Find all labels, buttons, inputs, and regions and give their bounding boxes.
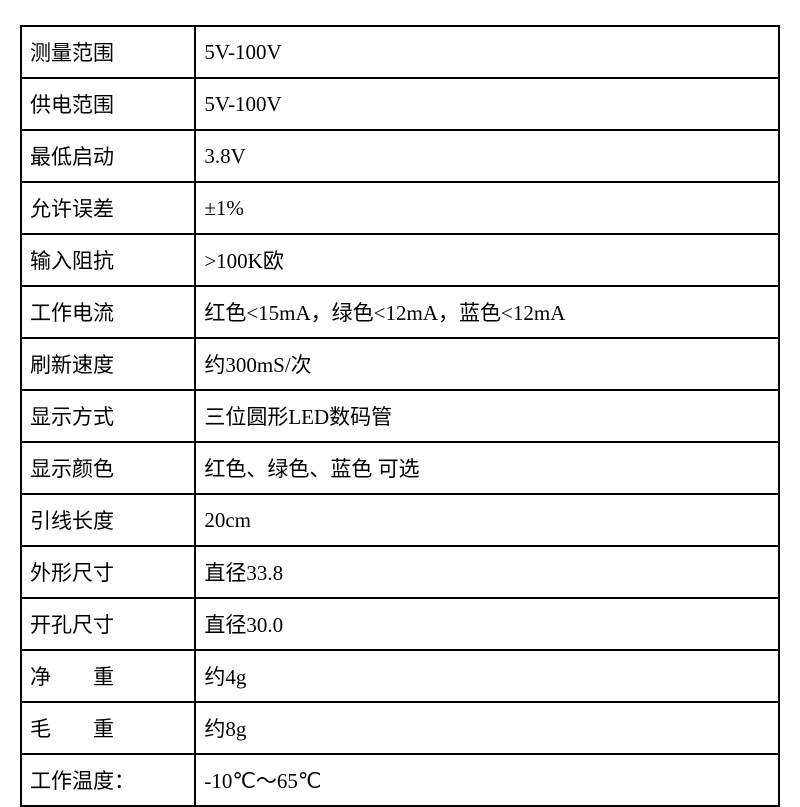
spec-value: 5V-100V [195, 26, 779, 78]
spec-label: 显示颜色 [21, 442, 195, 494]
spec-label: 工作电流 [21, 286, 195, 338]
table-row: 开孔尺寸 直径30.0 [21, 598, 779, 650]
spec-label: 供电范围 [21, 78, 195, 130]
table-row: 引线长度 20cm [21, 494, 779, 546]
spec-value: 直径33.8 [195, 546, 779, 598]
table-row: 工作温度： -10℃～65℃ [21, 754, 779, 806]
table-row: 显示颜色 红色、绿色、蓝色 可选 [21, 442, 779, 494]
spec-label: 毛 重 [21, 702, 195, 754]
spec-value: 红色、绿色、蓝色 可选 [195, 442, 779, 494]
table-row: 允许误差 ±1% [21, 182, 779, 234]
table-row: 刷新速度 约300mS/次 [21, 338, 779, 390]
spec-label: 外形尺寸 [21, 546, 195, 598]
spec-value: 约300mS/次 [195, 338, 779, 390]
spec-value: ±1% [195, 182, 779, 234]
spec-value: 红色<15mA，绿色<12mA，蓝色<12mA [195, 286, 779, 338]
spec-value: 20cm [195, 494, 779, 546]
table-row: 测量范围 5V-100V [21, 26, 779, 78]
table-row: 外形尺寸 直径33.8 [21, 546, 779, 598]
spec-value: 5V-100V [195, 78, 779, 130]
spec-label: 测量范围 [21, 26, 195, 78]
table-row: 工作电流 红色<15mA，绿色<12mA，蓝色<12mA [21, 286, 779, 338]
spec-value: 约8g [195, 702, 779, 754]
table-row: 净 重 约4g [21, 650, 779, 702]
table-row: 供电范围 5V-100V [21, 78, 779, 130]
spec-table: 测量范围 5V-100V 供电范围 5V-100V 最低启动 3.8V 允许误差… [20, 25, 780, 807]
spec-label: 允许误差 [21, 182, 195, 234]
table-row: 显示方式 三位圆形LED数码管 [21, 390, 779, 442]
spec-value: >100K欧 [195, 234, 779, 286]
spec-value: 约4g [195, 650, 779, 702]
spec-label: 引线长度 [21, 494, 195, 546]
table-row: 毛 重 约8g [21, 702, 779, 754]
spec-label: 工作温度： [21, 754, 195, 806]
spec-label: 输入阻抗 [21, 234, 195, 286]
spec-value: -10℃～65℃ [195, 754, 779, 806]
table-row: 输入阻抗 >100K欧 [21, 234, 779, 286]
spec-value: 直径30.0 [195, 598, 779, 650]
spec-table-body: 测量范围 5V-100V 供电范围 5V-100V 最低启动 3.8V 允许误差… [21, 26, 779, 806]
spec-label: 刷新速度 [21, 338, 195, 390]
spec-value: 3.8V [195, 130, 779, 182]
spec-value: 三位圆形LED数码管 [195, 390, 779, 442]
spec-label: 最低启动 [21, 130, 195, 182]
spec-label: 开孔尺寸 [21, 598, 195, 650]
spec-label: 净 重 [21, 650, 195, 702]
spec-label: 显示方式 [21, 390, 195, 442]
table-row: 最低启动 3.8V [21, 130, 779, 182]
